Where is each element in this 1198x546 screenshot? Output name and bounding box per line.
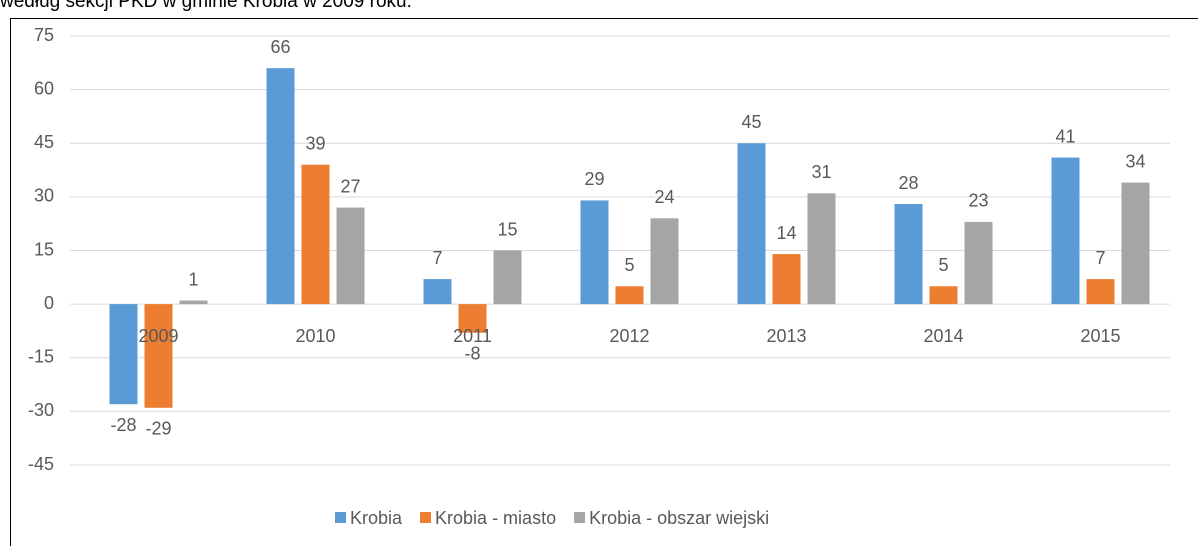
bar <box>266 68 295 305</box>
data-label: 27 <box>340 176 360 196</box>
data-label: -28 <box>110 415 136 435</box>
data-label: 15 <box>497 219 517 239</box>
bar <box>458 304 487 333</box>
data-label: 5 <box>624 255 634 275</box>
data-label: 14 <box>776 223 796 243</box>
y-tick-label: -15 <box>28 347 54 367</box>
x-tick-label: 2012 <box>609 326 649 346</box>
bar <box>493 250 522 305</box>
data-label: 39 <box>305 133 325 153</box>
bar <box>1051 157 1080 305</box>
bar <box>1086 279 1115 305</box>
bar <box>772 254 801 305</box>
bar <box>737 143 766 305</box>
chart-title: według sekcji PKD w gminie Krobia w 2009… <box>0 0 412 12</box>
bar <box>650 218 679 305</box>
y-tick-label: 0 <box>44 293 54 313</box>
data-label: -29 <box>145 419 171 439</box>
bar <box>179 300 208 305</box>
y-tick-label: 75 <box>34 25 54 45</box>
x-tick-label: 2009 <box>138 326 178 346</box>
bar <box>301 164 330 305</box>
y-tick-label: 60 <box>34 78 54 98</box>
y-tick-label: 15 <box>34 239 54 259</box>
data-label: 66 <box>270 37 290 57</box>
bar <box>929 286 958 305</box>
data-label: 7 <box>432 248 442 268</box>
data-label: 5 <box>938 255 948 275</box>
bar <box>144 304 173 408</box>
bar <box>615 286 644 305</box>
legend-label: Krobia <box>350 508 403 528</box>
x-tick-label: 2011 <box>453 326 492 346</box>
chart-frame <box>10 18 1198 546</box>
data-label: 45 <box>741 112 761 132</box>
bar <box>580 200 609 305</box>
data-label: 23 <box>968 191 988 211</box>
x-tick-label: 2015 <box>1080 326 1120 346</box>
data-label: 7 <box>1095 248 1105 268</box>
x-tick-label: 2014 <box>923 326 963 346</box>
data-label: 34 <box>1125 151 1145 171</box>
bar <box>964 221 993 305</box>
data-label: 24 <box>654 187 674 207</box>
y-tick-label: -30 <box>28 400 54 420</box>
data-label: 28 <box>898 173 918 193</box>
bar <box>807 193 836 305</box>
bar <box>894 204 923 305</box>
y-tick-label: 45 <box>34 132 54 152</box>
legend-swatch <box>574 512 586 523</box>
data-label: 29 <box>584 169 604 189</box>
legend-label: Krobia - obszar wiejski <box>589 508 769 528</box>
x-tick-label: 2013 <box>766 326 806 346</box>
data-label: 31 <box>811 162 831 182</box>
legend-label: Krobia - miasto <box>435 508 556 528</box>
bar <box>336 207 365 305</box>
x-tick-label: 2010 <box>295 326 335 346</box>
bar <box>1121 182 1150 305</box>
data-label: 1 <box>188 269 198 289</box>
bar <box>423 279 452 305</box>
data-label: -8 <box>464 343 480 363</box>
data-label: 41 <box>1055 126 1075 146</box>
legend-swatch <box>420 512 432 523</box>
bar <box>109 304 138 405</box>
legend-swatch <box>335 512 346 523</box>
y-tick-label: 30 <box>34 186 54 206</box>
y-tick-label: -45 <box>28 454 54 474</box>
